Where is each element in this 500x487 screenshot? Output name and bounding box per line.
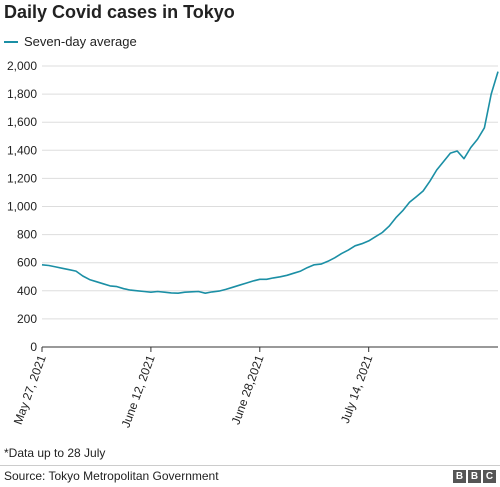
y-tick-label: 1,800 — [7, 87, 37, 101]
y-tick-label: 1,400 — [7, 143, 37, 157]
y-tick-label: 400 — [17, 284, 37, 298]
legend-label: Seven-day average — [24, 34, 137, 49]
bbc-logo-letter: C — [483, 470, 496, 483]
y-tick-label: 2,000 — [7, 59, 37, 73]
chart-title: Daily Covid cases in Tokyo — [4, 2, 235, 22]
source-note: Source: Tokyo Metropolitan Government — [4, 469, 219, 483]
x-tick-label: June 12, 2021 — [119, 353, 158, 430]
y-tick-label: 1,200 — [7, 171, 37, 185]
legend-swatch — [4, 40, 18, 43]
line-chart: 0 200 400 600 800 1,000 1,200 1,400 1,600 1,800 2,… — [7, 59, 499, 430]
x-tick-label: July 14, 2021 — [338, 353, 376, 425]
y-tick-label: 800 — [17, 228, 37, 242]
x-tick-label: May 27, 2021 — [11, 353, 49, 426]
legend: Seven-day average — [4, 34, 137, 49]
y-tick-label: 1,000 — [7, 200, 37, 214]
bbc-logo-letter: B — [453, 470, 466, 483]
x-tick-label: June 28,2021 — [229, 353, 267, 426]
y-tick-label: 600 — [17, 256, 37, 270]
y-tick-label: 1,600 — [7, 115, 37, 129]
divider — [0, 465, 500, 466]
y-tick-label: 0 — [30, 340, 37, 354]
series-line-seven-day-average — [41, 71, 499, 295]
y-tick-label: 200 — [17, 312, 37, 326]
bbc-logo-letter: B — [468, 470, 481, 483]
bbc-logo: B B C — [453, 470, 496, 483]
footnote: *Data up to 28 July — [4, 446, 106, 460]
